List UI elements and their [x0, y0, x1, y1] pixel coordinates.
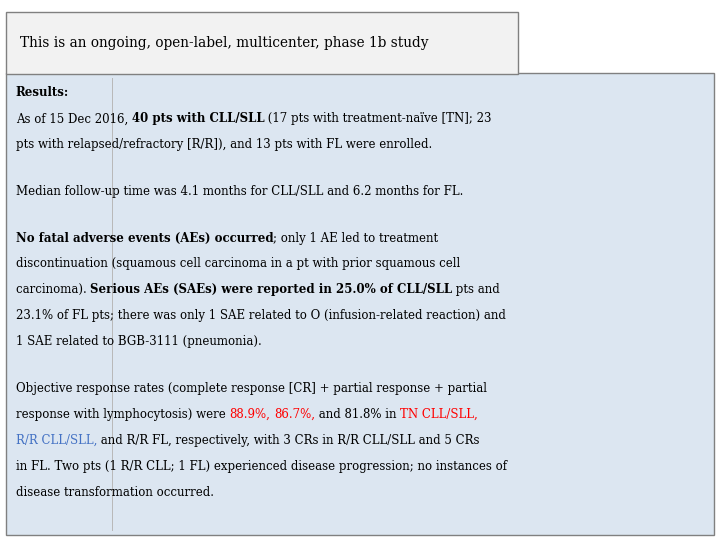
Text: and R/R FL, respectively, with 3 CRs in R/R CLL/SLL and 5 CRs: and R/R FL, respectively, with 3 CRs in …	[97, 434, 480, 447]
FancyBboxPatch shape	[6, 73, 714, 535]
Text: As of 15 Dec 2016,: As of 15 Dec 2016,	[16, 112, 132, 125]
Text: (17 pts with treatment-naïve [TN]; 23: (17 pts with treatment-naïve [TN]; 23	[264, 112, 492, 125]
Text: pts and: pts and	[452, 284, 500, 296]
Text: 88.9%,: 88.9%,	[230, 408, 270, 421]
Text: ; only 1 AE led to treatment: ; only 1 AE led to treatment	[274, 232, 438, 245]
Text: pts with relapsed/refractory [R/R]), and 13 pts with FL were enrolled.: pts with relapsed/refractory [R/R]), and…	[16, 138, 432, 151]
Text: Serious AEs (SAEs) were reported in 25.0% of CLL/SLL: Serious AEs (SAEs) were reported in 25.0…	[90, 284, 452, 296]
Text: 1 SAE related to BGB-3111 (pneumonia).: 1 SAE related to BGB-3111 (pneumonia).	[16, 335, 261, 348]
Text: R/R CLL/SLL,: R/R CLL/SLL,	[16, 434, 97, 447]
Text: carcinoma).: carcinoma).	[16, 284, 90, 296]
Text: Median follow-up time was 4.1 months for CLL/SLL and 6.2 months for FL.: Median follow-up time was 4.1 months for…	[16, 185, 463, 198]
Text: 23.1% of FL pts; there was only 1 SAE related to O (infusion-related reaction) a: 23.1% of FL pts; there was only 1 SAE re…	[16, 309, 505, 322]
FancyBboxPatch shape	[6, 12, 518, 74]
Text: Results:: Results:	[16, 86, 69, 99]
Text: TN CLL/SLL,: TN CLL/SLL,	[400, 408, 478, 421]
Text: 40 pts with CLL/SLL: 40 pts with CLL/SLL	[132, 112, 264, 125]
Text: in FL. Two pts (1 R/R CLL; 1 FL) experienced disease progression; no instances o: in FL. Two pts (1 R/R CLL; 1 FL) experie…	[16, 460, 507, 472]
Text: discontinuation (squamous cell carcinoma in a pt with prior squamous cell: discontinuation (squamous cell carcinoma…	[16, 258, 460, 271]
Text: disease transformation occurred.: disease transformation occurred.	[16, 485, 214, 498]
Text: This is an ongoing, open-label, multicenter, phase 1b study: This is an ongoing, open-label, multicen…	[20, 36, 428, 50]
Text: and 81.8% in: and 81.8% in	[315, 408, 400, 421]
Text: 86.7%,: 86.7%,	[274, 408, 315, 421]
Text: response with lymphocytosis) were: response with lymphocytosis) were	[16, 408, 230, 421]
Text: No fatal adverse events (AEs) occurred: No fatal adverse events (AEs) occurred	[16, 232, 274, 245]
Text: Objective response rates (complete response [CR] + partial response + partial: Objective response rates (complete respo…	[16, 382, 487, 395]
